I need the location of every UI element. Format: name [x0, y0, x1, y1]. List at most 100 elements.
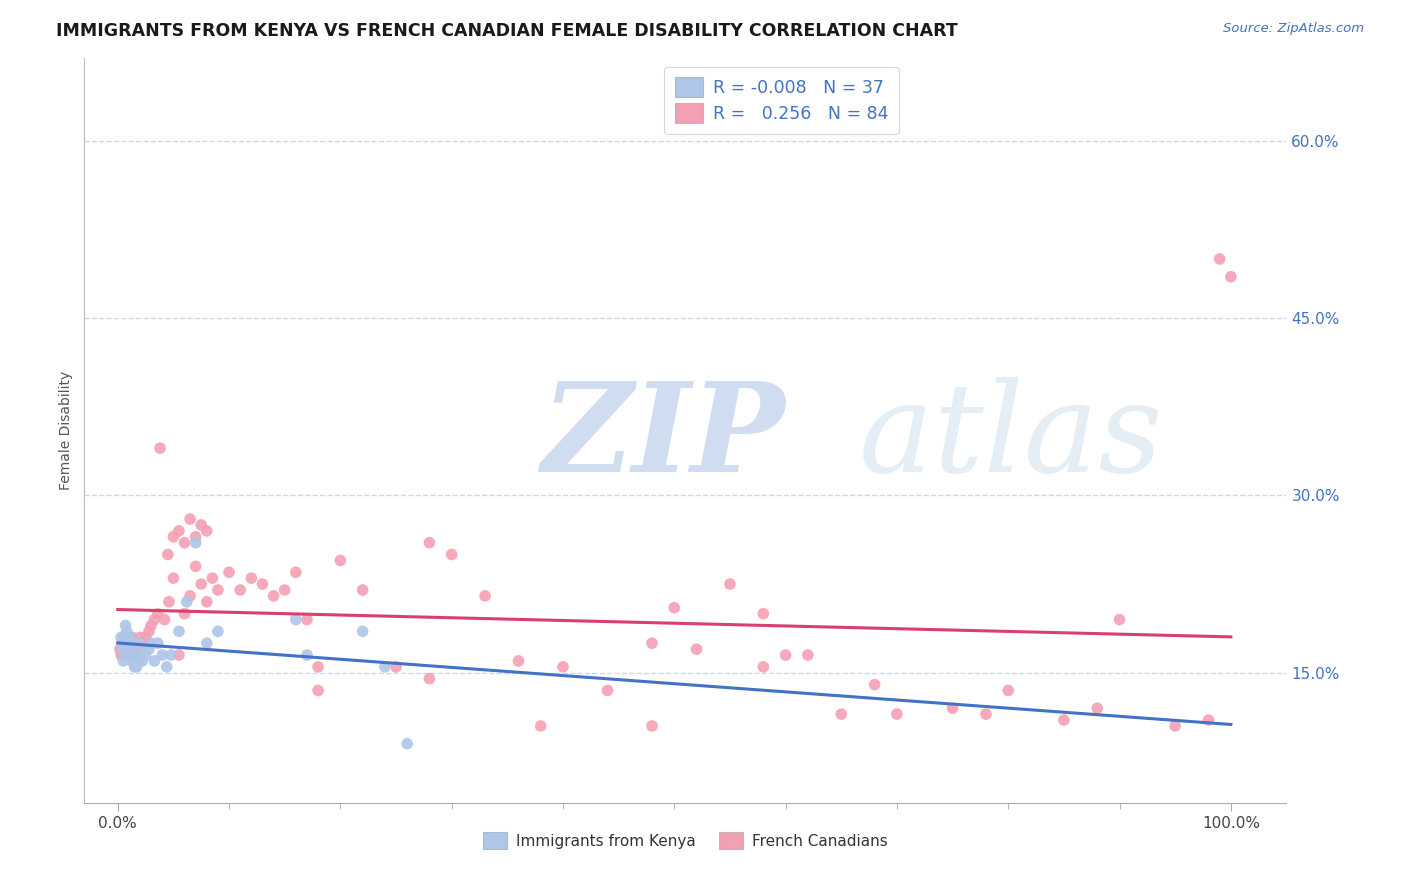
- Point: [131, 654, 153, 668]
- Point: [263, 589, 285, 603]
- Point: [942, 701, 965, 715]
- Point: [685, 642, 707, 657]
- Point: [440, 548, 463, 562]
- Point: [551, 660, 574, 674]
- Point: [596, 683, 619, 698]
- Point: [295, 648, 318, 662]
- Point: [120, 642, 142, 657]
- Point: [141, 636, 162, 650]
- Point: [115, 624, 138, 639]
- Point: [1164, 719, 1187, 733]
- Point: [114, 648, 136, 662]
- Point: [1108, 613, 1130, 627]
- Point: [352, 624, 374, 639]
- Point: [114, 618, 136, 632]
- Point: [160, 648, 183, 662]
- Point: [127, 654, 149, 668]
- Point: [138, 624, 160, 639]
- Point: [179, 589, 201, 603]
- Point: [135, 630, 157, 644]
- Point: [143, 613, 166, 627]
- Point: [190, 577, 212, 591]
- Point: [530, 719, 553, 733]
- Point: [974, 707, 997, 722]
- Point: [121, 630, 143, 644]
- Point: [125, 660, 148, 674]
- Point: [418, 535, 440, 549]
- Point: [1198, 713, 1220, 727]
- Point: [195, 636, 218, 650]
- Point: [184, 530, 207, 544]
- Point: [307, 683, 329, 698]
- Point: [229, 582, 252, 597]
- Point: [118, 642, 141, 657]
- Point: [157, 595, 180, 609]
- Point: [195, 524, 218, 538]
- Point: [108, 642, 131, 657]
- Point: [143, 654, 166, 668]
- Point: [118, 630, 141, 644]
- Point: [190, 518, 212, 533]
- Point: [997, 683, 1019, 698]
- Point: [307, 660, 329, 674]
- Point: [218, 566, 240, 580]
- Point: [752, 607, 775, 621]
- Point: [114, 636, 135, 650]
- Point: [124, 660, 146, 674]
- Point: [111, 636, 134, 650]
- Point: [117, 636, 139, 650]
- Point: [201, 571, 224, 585]
- Point: [284, 613, 307, 627]
- Point: [167, 624, 190, 639]
- Point: [508, 654, 530, 668]
- Point: [146, 607, 169, 621]
- Point: [118, 648, 141, 662]
- Text: ZIP: ZIP: [541, 377, 785, 499]
- Point: [167, 648, 190, 662]
- Point: [1208, 252, 1232, 266]
- Point: [207, 624, 229, 639]
- Point: [173, 535, 195, 549]
- Point: [374, 660, 396, 674]
- Point: [120, 636, 142, 650]
- Point: [121, 654, 143, 668]
- Point: [1085, 701, 1108, 715]
- Point: [153, 613, 176, 627]
- Point: [173, 607, 195, 621]
- Point: [718, 577, 741, 591]
- Point: [385, 660, 408, 674]
- Point: [146, 636, 169, 650]
- Point: [284, 566, 307, 580]
- Point: [1219, 269, 1241, 284]
- Point: [167, 524, 190, 538]
- Point: [329, 553, 352, 567]
- Point: [797, 648, 820, 662]
- Text: Source: ZipAtlas.com: Source: ZipAtlas.com: [1223, 22, 1364, 36]
- Text: IMMIGRANTS FROM KENYA VS FRENCH CANADIAN FEMALE DISABILITY CORRELATION CHART: IMMIGRANTS FROM KENYA VS FRENCH CANADIAN…: [56, 22, 957, 40]
- Point: [115, 642, 138, 657]
- Point: [124, 642, 146, 657]
- Point: [273, 582, 295, 597]
- Y-axis label: Female Disability: Female Disability: [59, 371, 73, 490]
- Point: [195, 595, 218, 609]
- Text: atlas: atlas: [541, 377, 1163, 499]
- Point: [752, 660, 775, 674]
- Point: [127, 636, 149, 650]
- Point: [128, 636, 150, 650]
- Point: [240, 571, 263, 585]
- Point: [396, 737, 419, 751]
- Point: [117, 648, 139, 662]
- Point: [418, 672, 440, 686]
- Point: [775, 648, 797, 662]
- Point: [141, 618, 162, 632]
- Point: [184, 559, 207, 574]
- Point: [184, 535, 207, 549]
- Point: [110, 648, 132, 662]
- Point: [641, 636, 664, 650]
- Point: [830, 707, 852, 722]
- Point: [162, 530, 184, 544]
- Point: [179, 512, 201, 526]
- Point: [129, 648, 152, 662]
- Point: [886, 707, 908, 722]
- Point: [118, 630, 141, 644]
